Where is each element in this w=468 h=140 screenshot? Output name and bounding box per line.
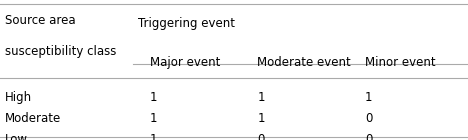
Text: Minor event: Minor event (365, 56, 436, 69)
Text: Source area: Source area (5, 14, 75, 27)
Text: High: High (5, 91, 32, 104)
Text: 1: 1 (257, 112, 265, 125)
Text: 0: 0 (257, 133, 265, 140)
Text: 0: 0 (365, 112, 373, 125)
Text: 1: 1 (257, 91, 265, 104)
Text: 1: 1 (150, 91, 157, 104)
Text: Moderate event: Moderate event (257, 56, 351, 69)
Text: 1: 1 (150, 133, 157, 140)
Text: susceptibility class: susceptibility class (5, 45, 116, 58)
Text: Moderate: Moderate (5, 112, 61, 125)
Text: 1: 1 (365, 91, 373, 104)
Text: Major event: Major event (150, 56, 220, 69)
Text: Low: Low (5, 133, 28, 140)
Text: Triggering event: Triggering event (138, 17, 235, 30)
Text: 0: 0 (365, 133, 373, 140)
Text: 1: 1 (150, 112, 157, 125)
